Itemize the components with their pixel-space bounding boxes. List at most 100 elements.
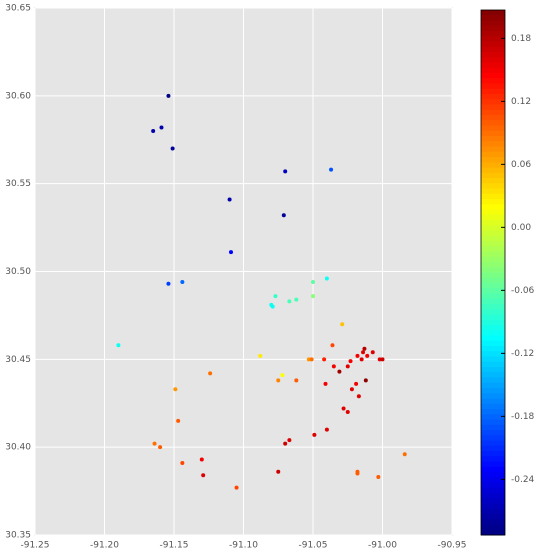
- colorbar-segment: [481, 25, 505, 32]
- colorbar-segment: [481, 178, 505, 184]
- colorbar-segment: [481, 225, 505, 231]
- colorbar-segment: [481, 88, 505, 95]
- point: [276, 378, 281, 383]
- point: [330, 343, 335, 348]
- colorbar-tick-label: 0.06: [511, 160, 531, 170]
- colorbar-segment: [481, 157, 505, 163]
- x-tick-label: -91.05: [298, 541, 327, 551]
- colorbar-segment: [481, 235, 505, 242]
- colorbar-tick-label: 0.18: [511, 34, 531, 44]
- point: [377, 357, 382, 362]
- colorbar-tick-label: 0.12: [511, 97, 531, 107]
- colorbar-segment: [481, 209, 505, 216]
- colorbar-segment: [481, 41, 505, 48]
- colorbar-segment: [481, 461, 505, 468]
- colorbar-segment: [481, 277, 505, 284]
- point: [354, 381, 359, 386]
- colorbar-segment: [481, 188, 505, 195]
- point: [365, 353, 370, 358]
- colorbar-segment: [481, 193, 505, 200]
- y-tick-label: 30.45: [5, 355, 31, 365]
- colorbar-segment: [481, 377, 505, 384]
- colorbar-segment: [481, 31, 505, 37]
- colorbar-segment: [481, 167, 505, 174]
- colorbar-segment: [481, 52, 505, 58]
- colorbar-tick-label: -0.24: [511, 475, 535, 485]
- colorbar-segment: [481, 199, 505, 205]
- point: [227, 197, 232, 202]
- colorbar-segment: [481, 414, 505, 420]
- colorbar-segment: [481, 325, 505, 331]
- colorbar-segment: [481, 477, 505, 483]
- colorbar-segment: [481, 83, 505, 90]
- colorbar-segment: [481, 466, 505, 473]
- point: [173, 387, 178, 392]
- point: [329, 167, 334, 172]
- colorbar-segment: [481, 120, 505, 126]
- point: [294, 378, 299, 383]
- colorbar-segment: [481, 288, 505, 294]
- colorbar-segment: [481, 115, 505, 121]
- point: [345, 410, 350, 415]
- x-tick-label: -91.15: [159, 541, 188, 551]
- colorbar-segment: [481, 508, 505, 515]
- y-tick-label: 30.65: [5, 4, 31, 14]
- point: [273, 294, 278, 299]
- x-tick-label: -90.95: [437, 541, 466, 551]
- colorbar-segment: [481, 309, 505, 315]
- colorbar-segment: [481, 220, 505, 226]
- colorbar-segment: [481, 340, 505, 347]
- point: [166, 281, 171, 286]
- colorbar-tick-label: -0.18: [511, 412, 535, 422]
- point: [402, 452, 407, 457]
- colorbar-segment: [481, 529, 505, 536]
- colorbar-segment: [481, 20, 505, 27]
- point: [348, 359, 353, 364]
- colorbar-segment: [481, 46, 505, 53]
- point: [311, 294, 315, 299]
- colorbar-segment: [481, 109, 505, 116]
- point: [324, 427, 329, 432]
- point: [380, 357, 385, 362]
- colorbar-segment: [481, 172, 505, 179]
- colorbar-segment: [481, 487, 505, 494]
- x-tick-label: -91.10: [229, 541, 258, 551]
- colorbar-segment: [481, 388, 505, 394]
- colorbar-segment: [481, 94, 505, 100]
- colorbar-tick-label: -0.12: [511, 349, 534, 359]
- y-tick-label: 30.55: [5, 179, 31, 189]
- colorbar-segment: [481, 456, 505, 462]
- colorbar-segment: [481, 293, 505, 300]
- point: [287, 299, 292, 304]
- colorbar-segment: [481, 398, 505, 405]
- point: [152, 441, 157, 446]
- colorbar-segment: [481, 57, 505, 63]
- point: [170, 146, 175, 151]
- colorbar-segment: [481, 493, 505, 499]
- point: [306, 357, 311, 362]
- colorbar-segment: [481, 482, 505, 489]
- colorbar-segment: [481, 298, 505, 305]
- colorbar-segment: [481, 214, 505, 221]
- colorbar-segment: [481, 241, 505, 247]
- point: [359, 357, 364, 362]
- point: [116, 343, 121, 348]
- colorbar-segment: [481, 125, 505, 132]
- colorbar-segment: [481, 424, 505, 431]
- colorbar-segment: [481, 503, 505, 510]
- colorbar-segment: [481, 15, 505, 21]
- colorbar-segment: [481, 514, 505, 520]
- point: [340, 322, 345, 327]
- point: [322, 357, 327, 362]
- point: [280, 373, 285, 378]
- colorbar-segment: [481, 524, 505, 531]
- point: [166, 93, 171, 98]
- y-tick-label: 30.35: [5, 531, 31, 541]
- colorbar-segment: [481, 246, 505, 252]
- point: [337, 369, 342, 374]
- point: [159, 125, 164, 130]
- point: [355, 471, 360, 476]
- point: [276, 469, 281, 474]
- colorbar-segment: [481, 10, 505, 16]
